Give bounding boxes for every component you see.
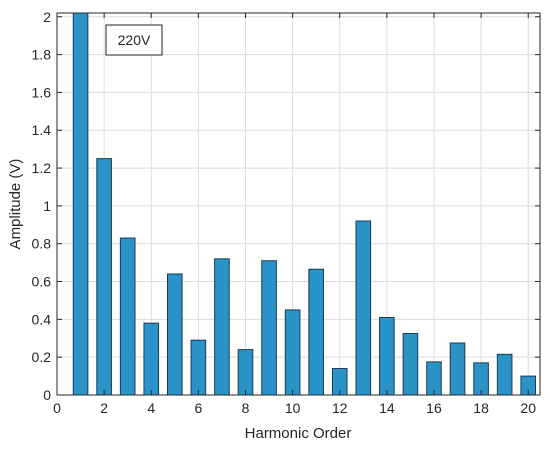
bar-harmonic-11	[308, 268, 324, 396]
bar-harmonic-15	[402, 333, 419, 396]
y-tick-label: 0.8	[32, 236, 52, 252]
y-tick-label: 1.6	[32, 84, 52, 100]
y-tick-label: 1.4	[32, 122, 52, 138]
y-tick-label: 0	[43, 387, 51, 403]
bar-harmonic-14	[379, 316, 395, 396]
bar-harmonic-7	[214, 258, 230, 396]
y-tick-label: 1	[43, 198, 51, 214]
bar-harmonic-6	[190, 339, 207, 396]
y-tick-label: 1.8	[32, 47, 52, 63]
bar-harmonic-9	[261, 260, 277, 396]
x-tick-label: 16	[426, 400, 442, 416]
x-tick-label: 14	[379, 400, 395, 416]
bar-harmonic-17	[449, 342, 466, 396]
ticks	[56, 13, 540, 396]
x-tick-label: 2	[100, 400, 108, 416]
x-tick-label: 20	[520, 400, 536, 416]
x-tick-label: 0	[53, 400, 61, 416]
bar-harmonic-10	[284, 309, 301, 396]
x-tick-label: 18	[473, 400, 489, 416]
x-tick-label: 10	[285, 400, 301, 416]
x-axis-title: Harmonic Order	[245, 425, 352, 442]
annotation-label: 220V	[118, 32, 151, 48]
bar-harmonic-8	[237, 349, 254, 396]
bar-harmonic-1	[72, 12, 89, 396]
bar-harmonic-19	[496, 353, 513, 396]
bars	[72, 12, 537, 396]
plot-area-frame	[56, 12, 541, 396]
y-tick-label: 2	[43, 9, 51, 25]
y-tick-label: 0.6	[32, 274, 52, 290]
bar-harmonic-4	[143, 322, 160, 396]
bar-harmonic-5	[167, 273, 183, 396]
bar-harmonic-2	[96, 158, 112, 396]
x-tick-label: 6	[194, 400, 202, 416]
tick-labels: 0 2 4 6 8 10 12 14 16 18 20 0 0.2 0.4 0.6 0.8 1 1.2 1.4 1.6…	[32, 9, 537, 416]
bar-harmonic-13	[355, 220, 372, 396]
annotation-frame	[105, 24, 163, 56]
y-tick-label: 0.4	[32, 311, 52, 327]
y-tick-label: 1.2	[32, 160, 52, 176]
bar-harmonic-3	[119, 237, 136, 396]
x-tick-label: 12	[332, 400, 348, 416]
y-axis-title: Amplitude (V)	[7, 159, 24, 250]
y-tick-label: 0.2	[32, 349, 52, 365]
x-tick-label: 8	[242, 400, 250, 416]
annotation-box: 220V	[105, 24, 163, 56]
x-tick-label: 4	[147, 400, 155, 416]
